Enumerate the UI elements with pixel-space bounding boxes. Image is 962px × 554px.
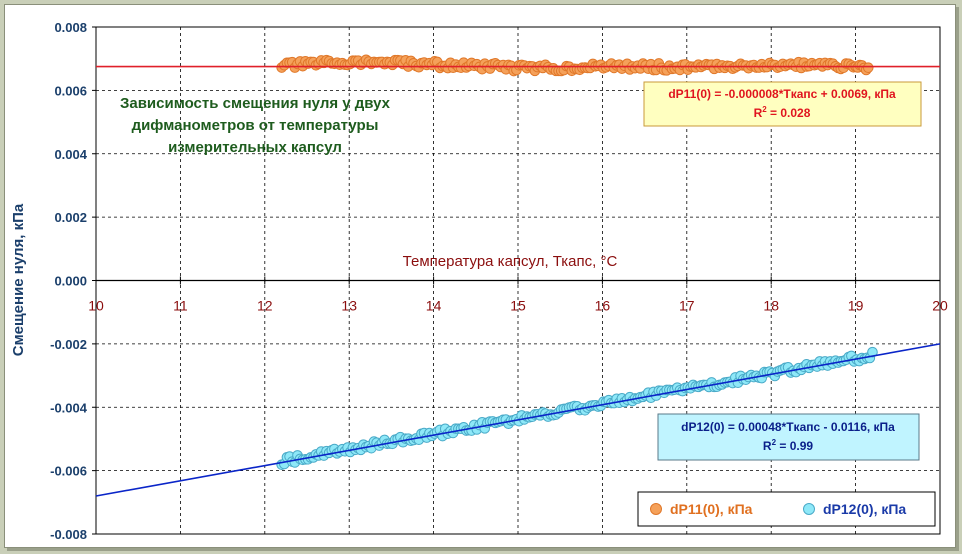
legend-label-dp12: dP12(0), кПа [823, 501, 906, 517]
x-axis-label: Температура капсул, Ткапс, °С [403, 253, 618, 270]
chart-title-line-1: Зависимость смещения нуля у двух [120, 95, 391, 112]
x-tick-label: 15 [510, 298, 526, 314]
x-tick-label: 10 [88, 298, 104, 314]
y-tick-label: 0.002 [54, 210, 87, 225]
y-tick-label: -0.006 [50, 464, 87, 479]
x-tick-label: 16 [595, 298, 611, 314]
trendline-2-equation: dP12(0) = 0.00048*Tкапс - 0.0116, кПа [681, 420, 895, 434]
legend-marker-dp11 [650, 503, 662, 515]
x-tick-label: 19 [848, 298, 864, 314]
axis-layer: 10 11 12 13 14 15 16 17 18 19 20 0.008 0.006 0.004 0.0… [50, 20, 948, 542]
y-tick-label: -0.004 [50, 400, 88, 415]
point-dp11 [862, 62, 874, 73]
x-tick-label: 18 [763, 298, 779, 314]
trendline-1-r2: R2 = 0.028 [754, 105, 811, 120]
point-dp12 [867, 346, 878, 358]
y-axis-label: Смещение нуля, кПа [10, 203, 27, 356]
y-tick-label: 0.008 [54, 20, 87, 35]
x-tick-label: 20 [932, 298, 948, 314]
x-tick-label: 12 [257, 298, 273, 314]
chart-title-line-2: дифманометров от температуры [132, 117, 379, 134]
y-tick-label: 0.000 [54, 274, 87, 289]
trendline-1-equation: dP11(0) = -0.000008*Tкапс + 0.0069, кПа [668, 87, 896, 101]
y-tick-label: 0.004 [54, 147, 87, 162]
trendline-dp12 [95, 343, 941, 497]
trend-layer [95, 65, 941, 497]
legend-label-dp11: dP11(0), кПа [670, 501, 753, 517]
chart-svg: 10 11 12 13 14 15 16 17 18 19 20 0.008 0.006 0.004 0.0… [10, 20, 948, 542]
trendline-2-r2: R2 = 0.99 [763, 438, 813, 453]
y-tick-label: -0.002 [50, 337, 87, 352]
y-tick-label: -0.008 [50, 527, 87, 542]
trendline-1-label-box: dP11(0) = -0.000008*Tкапс + 0.0069, кПа … [643, 81, 922, 127]
legend-marker-dp12 [803, 503, 815, 515]
x-tick-label: 13 [341, 298, 357, 314]
x-tick-label: 17 [679, 298, 695, 314]
trendline-2-label-box: dP12(0) = 0.00048*Tкапс - 0.0116, кПа R2… [657, 413, 920, 461]
chart-area: 10 11 12 13 14 15 16 17 18 19 20 0.008 0.006 0.004 0.0… [4, 4, 956, 548]
x-tick-label: 11 [173, 298, 188, 314]
chart-title-line-3: измерительных капсул [168, 139, 342, 156]
legend: dP11(0), кПа dP12(0), кПа [637, 491, 936, 527]
y-tick-label: 0.006 [54, 83, 87, 98]
x-tick-label: 14 [426, 298, 442, 314]
